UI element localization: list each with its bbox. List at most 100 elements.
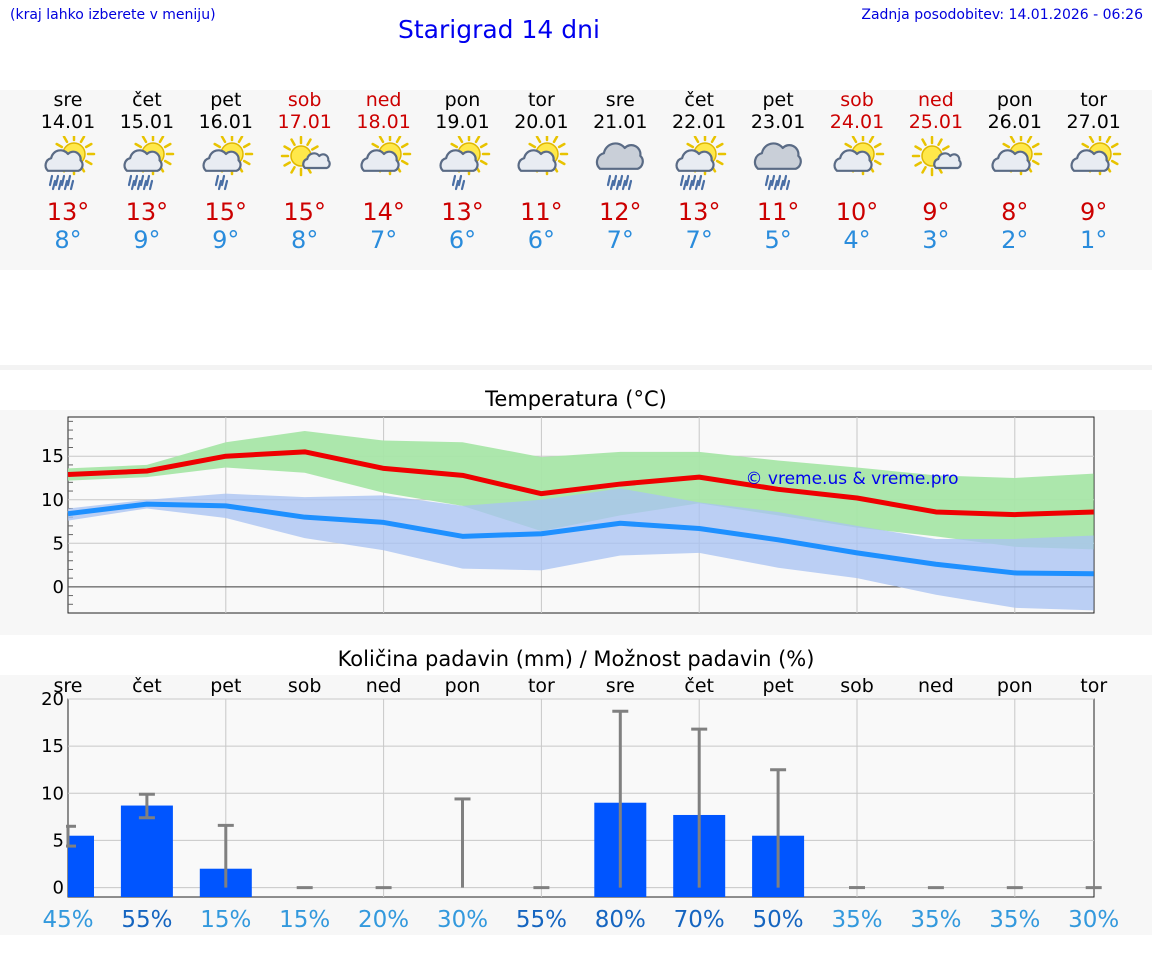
min-temperature: 7° <box>369 226 398 254</box>
day-date: 24.01 <box>829 111 885 133</box>
sun-cloud-icon <box>515 132 571 196</box>
day-date: 18.01 <box>356 111 411 133</box>
day-date: 21.01 <box>593 111 648 133</box>
max-temperature: 13° <box>677 198 721 226</box>
max-temperature: 11° <box>756 198 800 226</box>
x-tick-label: sre <box>606 675 635 697</box>
min-temperature: 7° <box>606 226 634 254</box>
precipitation-chance-label: 20% <box>358 907 409 933</box>
day-name: sob <box>840 89 874 111</box>
divider <box>0 365 1152 370</box>
day-date: 17.01 <box>277 111 332 133</box>
min-temperature: 9° <box>133 226 161 254</box>
precipitation-chance-label: 15% <box>200 907 251 933</box>
day-date: 19.01 <box>435 111 490 133</box>
precipitation-range-whisker <box>138 792 155 820</box>
sun-cloud-icon <box>1068 132 1124 196</box>
last-updated: Zadnja posodobitev: 14.01.2026 - 06:26 <box>861 7 1143 23</box>
min-temperature: 6° <box>527 226 556 254</box>
day-date: 25.01 <box>908 111 964 133</box>
max-temperature: 9° <box>1080 198 1108 226</box>
sun-cloud-rain-icon <box>121 132 177 196</box>
day-date: 20.01 <box>514 111 569 133</box>
day-name: ned <box>365 89 402 111</box>
x-tick-label: ned <box>366 675 402 697</box>
max-temperature: 11° <box>520 198 563 226</box>
day-name: tor <box>1080 89 1108 111</box>
min-temperature: 4° <box>843 226 871 254</box>
day-name: sre <box>53 89 83 111</box>
x-tick-label: čet <box>684 675 714 697</box>
precipitation-chance-label: 15% <box>279 907 330 933</box>
day-date: 22.01 <box>671 111 727 133</box>
x-tick-label: sob <box>288 675 322 697</box>
sun-small-cloud-icon <box>279 135 335 196</box>
y-tick-label: 5 <box>53 533 64 554</box>
max-temperature: 14° <box>362 198 405 226</box>
precipitation-chance-label: 30% <box>1068 907 1119 933</box>
day-name: tor <box>527 89 555 111</box>
y-tick-label: 20 <box>41 689 64 710</box>
y-tick-label: 0 <box>53 577 64 598</box>
precipitation-range-whisker <box>770 768 787 888</box>
max-temperature-line <box>67 449 1094 518</box>
x-tick-label: čet <box>132 675 162 697</box>
sun-cloud-rain-icon <box>42 132 98 196</box>
x-tick-label: tor <box>1080 675 1107 697</box>
y-tick-label: 5 <box>53 830 64 851</box>
precipitation-range-whisker <box>217 823 234 888</box>
precipitation-chance-label: 35% <box>831 907 882 933</box>
y-tick-label: 0 <box>53 878 64 899</box>
sun-cloud-icon <box>358 132 414 196</box>
day-name: pon <box>444 89 481 111</box>
min-temperature: 6° <box>448 226 477 254</box>
y-tick-label: 15 <box>41 446 64 467</box>
max-temperature: 13° <box>441 198 484 226</box>
max-temperature: 8° <box>1001 198 1029 226</box>
sun-cloud-icon <box>989 132 1045 196</box>
max-temperature: 9° <box>922 198 950 226</box>
watermark: © vreme.us & vreme.pro <box>745 469 958 489</box>
min-temperature: 8° <box>291 226 319 254</box>
day-date: 23.01 <box>750 111 806 133</box>
min-temperature: 2° <box>1001 226 1029 254</box>
sun-small-cloud-icon <box>910 135 966 196</box>
day-date: 14.01 <box>40 111 96 133</box>
cloud-rain-icon <box>752 136 808 196</box>
sun-cloud-light-rain-icon <box>200 132 256 196</box>
day-date: 15.01 <box>119 111 175 133</box>
sun-cloud-light-rain-icon <box>437 132 493 196</box>
precipitation-range-whisker <box>66 824 76 848</box>
max-temperature: 10° <box>835 198 879 226</box>
precipitation-chance-label: 50% <box>753 907 804 933</box>
plot-frame <box>67 698 1095 898</box>
day-name: čet <box>132 89 162 111</box>
x-tick-label: sob <box>840 675 874 697</box>
y-tick-label: 10 <box>41 490 64 511</box>
cloud-rain-icon <box>594 136 650 196</box>
min-temperature-line <box>67 501 1094 577</box>
precipitation-range-whisker <box>454 797 471 888</box>
precipitation-chance-label: 70% <box>674 907 725 933</box>
x-tick-label: pon <box>445 675 481 697</box>
day-date: 26.01 <box>987 111 1042 133</box>
day-name: sob <box>287 89 322 111</box>
sun-cloud-icon <box>831 132 887 196</box>
x-tick-label: tor <box>528 675 555 697</box>
precipitation-chart-title: Količina padavin (mm) / Možnost padavin … <box>337 647 815 671</box>
x-tick-label: pet <box>762 675 793 697</box>
page-title: Starigrad 14 dni <box>398 15 600 44</box>
location-menu-hint[interactable]: (kraj lahko izberete v meniju) <box>10 7 216 23</box>
y-tick-label: 10 <box>41 783 64 804</box>
x-tick-label: ned <box>918 675 954 697</box>
day-name: pet <box>210 89 242 111</box>
precipitation-chance-label: 80% <box>595 907 646 933</box>
min-temperature: 5° <box>764 226 792 254</box>
precipitation-chance-label: 35% <box>989 907 1040 933</box>
sun-cloud-rain-icon <box>673 132 729 196</box>
y-tick-label: 15 <box>41 736 64 757</box>
temperature-chart-title: Temperatura (°C) <box>485 387 667 411</box>
day-name: čet <box>684 89 714 111</box>
max-temperature: 13° <box>125 198 169 226</box>
precipitation-bar <box>120 805 173 897</box>
